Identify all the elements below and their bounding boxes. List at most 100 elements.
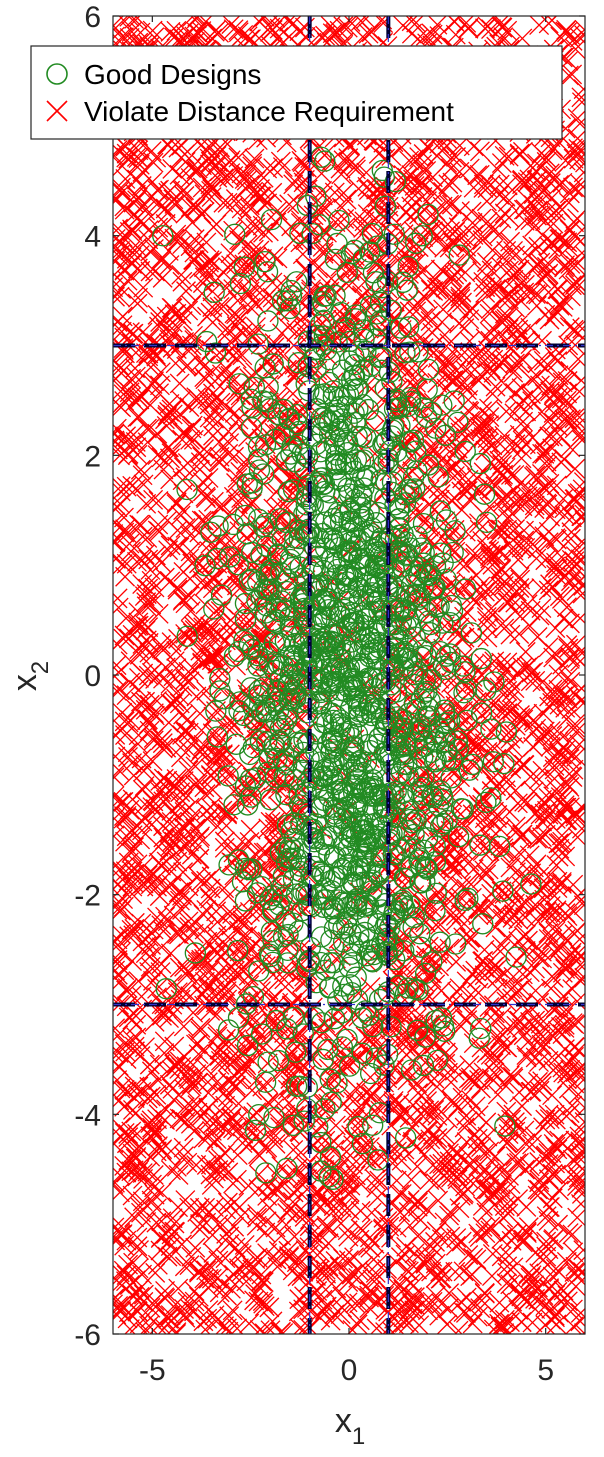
data-point-violate [442,458,463,479]
data-point-violate [562,1224,583,1245]
data-point-violate [223,1264,244,1285]
data-point-violate [190,352,211,373]
data-point-violate [166,492,187,513]
data-point-violate [504,382,525,403]
data-point-violate [178,661,199,682]
data-point-violate [390,1202,411,1223]
data-point-violate [178,300,199,321]
data-point-violate [156,415,177,436]
data-point-violate [249,1319,270,1334]
data-point-violate [175,517,196,538]
data-point-violate [424,1099,445,1120]
data-point-violate [496,1101,517,1122]
data-point-violate [570,1193,585,1214]
data-point-violate [113,554,133,574]
data-point-violate [485,917,506,938]
data-point-violate [180,197,201,218]
data-point-violate [202,312,223,333]
data-point-violate [177,961,198,982]
data-point-violate [113,899,128,920]
data-point-violate [365,1169,386,1190]
data-point-violate [248,1164,269,1185]
data-point-violate [202,251,223,272]
data-point-violate [472,1195,493,1216]
data-point-violate [432,312,453,333]
data-point-violate [513,390,534,410]
data-point-violate [173,1146,194,1167]
data-point-violate [396,1236,417,1257]
data-point-violate [408,1192,428,1213]
data-point-violate [363,1249,384,1270]
data-point-violate [556,1251,577,1272]
data-point-violate [217,1285,237,1306]
data-point-violate [512,825,532,845]
data-point-violate [119,322,140,342]
data-point-violate [573,1240,585,1261]
data-point-violate [181,1074,202,1095]
data-point-violate [514,1289,535,1310]
data-point-violate [367,1187,388,1208]
data-point-violate [118,746,138,767]
data-point-violate [419,494,440,515]
data-point-violate [382,970,403,991]
data-point-violate [225,688,246,709]
data-point-violate [560,219,581,240]
data-point-violate [545,165,566,186]
data-point-violate [435,1042,456,1063]
data-point-violate [389,1184,410,1205]
data-point-violate [546,1164,567,1185]
data-point-violate [311,163,332,184]
data-point-violate [536,1246,557,1267]
data-point-violate [459,309,480,330]
data-point-violate [333,183,354,203]
data-point-violate [114,1155,135,1176]
data-point-violate [511,1312,532,1333]
data-point-violate [240,819,261,840]
data-point-violate [460,984,481,1005]
data-point-violate [563,1242,584,1263]
data-point-violate [205,1132,226,1153]
data-point-violate [546,475,567,496]
data-point-violate [439,1205,460,1226]
data-point-violate [316,143,337,164]
data-point-violate [571,1183,585,1204]
data-point-violate [561,766,582,787]
data-point-violate [113,655,127,676]
data-point-violate [519,655,540,676]
data-point-violate [530,1024,551,1045]
data-point-violate [522,1312,543,1333]
data-point-violate [466,1249,487,1270]
data-point-violate [136,493,157,514]
data-point-violate [160,469,181,490]
data-point-violate [516,924,536,945]
data-point-violate [509,624,530,644]
data-point-violate [114,1096,135,1117]
data-point-violate [153,459,174,480]
data-point-violate [130,1197,151,1218]
data-point-violate [130,260,151,281]
data-point-violate [113,512,126,533]
data-point-violate [461,1089,481,1110]
data-point-violate [218,1321,239,1334]
data-point-violate [484,651,505,672]
data-point-violate [538,532,559,553]
data-point-violate [369,1170,390,1191]
data-point-violate [472,226,493,247]
data-point-violate [559,613,580,634]
data-point-violate [197,1072,218,1093]
data-point-violate [257,1185,278,1206]
data-point-violate [536,151,557,172]
data-point-violate [441,490,462,511]
data-point-violate [192,472,213,492]
data-point-violate [113,855,127,875]
data-point-violate [564,489,585,510]
data-point-violate [551,871,572,892]
data-point-violate [203,491,224,512]
data-point-violate [407,1226,428,1247]
data-point-violate [529,1180,550,1200]
data-point-violate [191,720,212,741]
data-point-violate [284,1226,305,1247]
data-point-violate [122,221,143,242]
data-point-violate [313,241,334,262]
data-point-violate [113,634,128,655]
